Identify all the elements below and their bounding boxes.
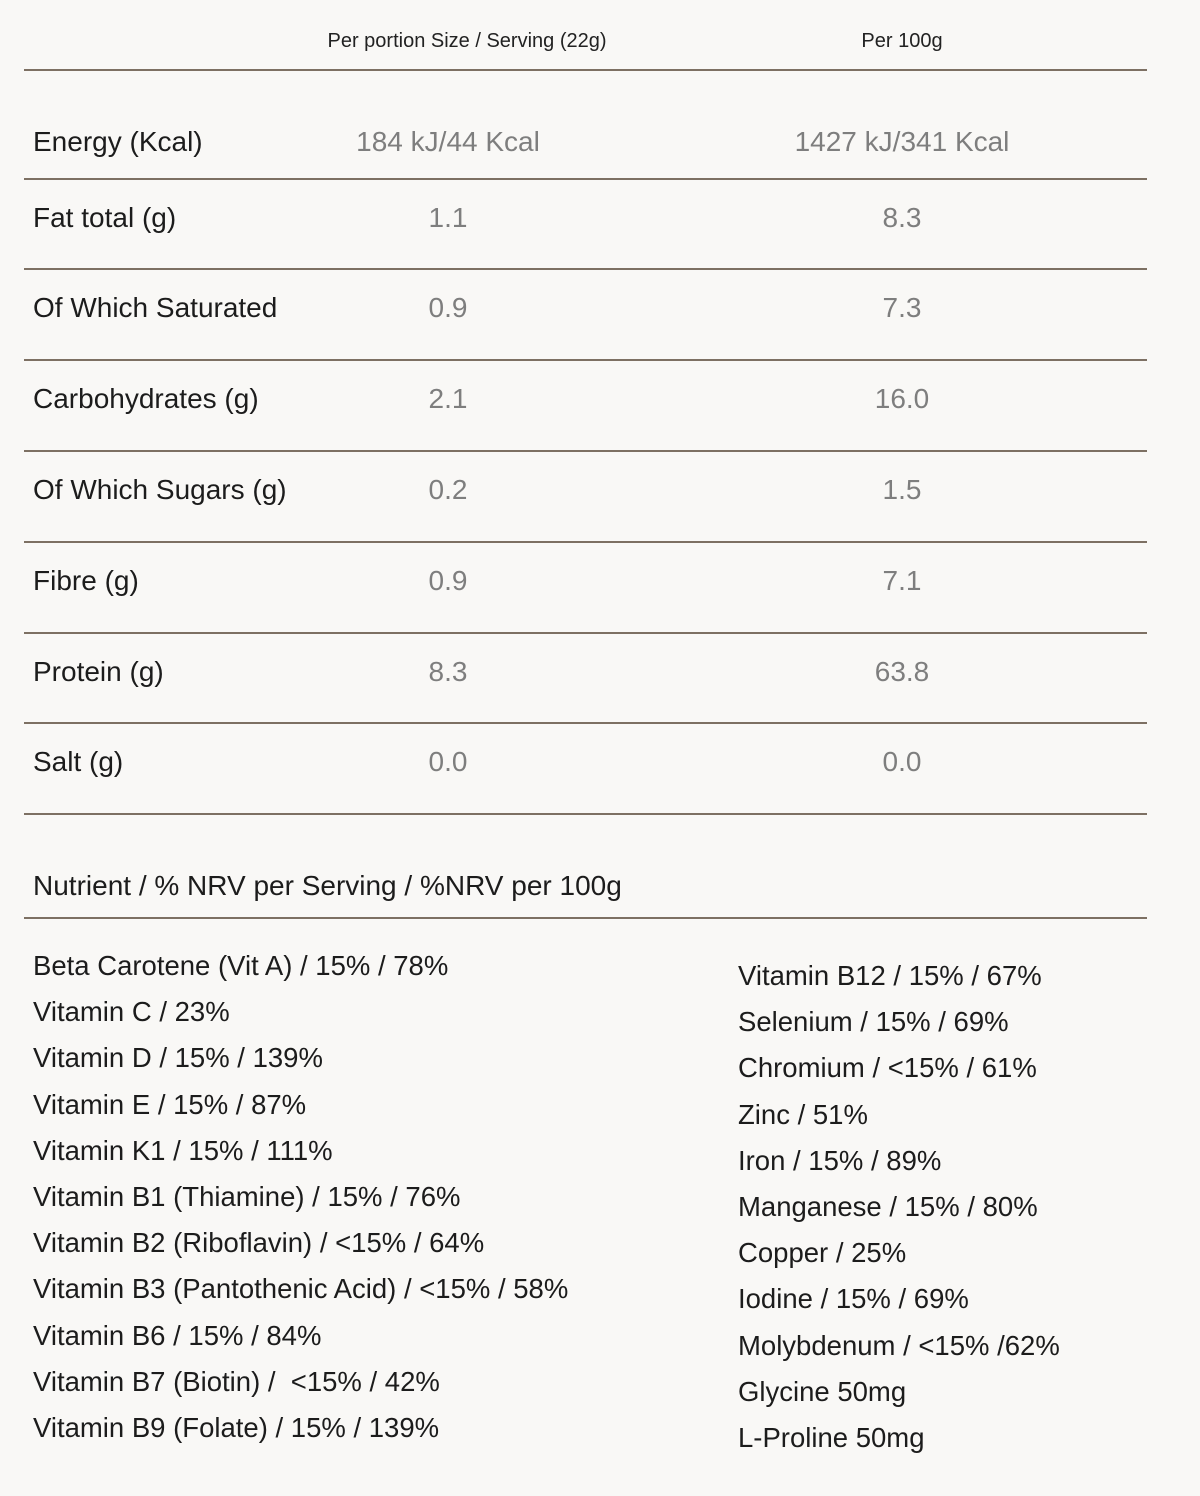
divider [24,541,1147,543]
table-row: Salt (g) 0.0 0.0 [0,746,1200,786]
per-100g-value: 63.8 [874,656,930,687]
nrv-item: Copper / 25% [738,1237,907,1269]
nrv-item: Vitamin B1 (Thiamine) / 15% / 76% [33,1181,461,1213]
nutrient-label: Of Which Sugars (g) [33,474,287,505]
divider [24,813,1147,815]
per-serving-value: 184 kJ/44 Kcal [356,126,540,157]
per-100g-value: 1.5 [882,474,922,505]
nrv-item: Vitamin K1 / 15% / 111% [33,1134,333,1166]
divider [24,268,1147,270]
nrv-item: Vitamin B9 (Folate) / 15% / 139% [33,1412,440,1444]
divider [24,722,1147,724]
nrv-item: Vitamin C / 23% [33,996,230,1028]
per-100g-value: 7.1 [882,565,922,596]
table-row: Fibre (g) 0.9 7.1 [0,565,1200,605]
per-serving-value: 1.1 [428,202,468,233]
nutrient-label: Protein (g) [33,656,164,687]
nrv-item: Manganese / 15% / 80% [738,1191,1038,1223]
nrv-item: Iodine / 15% / 69% [738,1283,969,1315]
per-100g-value: 16.0 [874,383,930,414]
table-row: Fat total (g) 1.1 8.3 [0,202,1200,242]
per-serving-value: 0.9 [428,565,468,596]
divider [24,632,1147,634]
per-100g-value: 0.0 [882,746,922,777]
nrv-item: Vitamin D / 15% / 139% [33,1042,323,1074]
per-serving-value: 0.2 [428,474,468,505]
divider [24,69,1147,71]
nutrient-label: Salt (g) [33,746,124,777]
divider [24,359,1147,361]
table-row: Of Which Saturated 0.9 7.3 [0,292,1200,332]
nrv-item: Vitamin B12 / 15% / 67% [738,960,1042,991]
nutrient-label: Fibre (g) [33,565,139,596]
nutrient-label: Carbohydrates (g) [33,383,259,414]
nrv-item: Vitamin E / 15% / 87% [33,1088,307,1120]
nrv-item: Beta Carotene (Vit A) / 15% / 78% [33,950,449,981]
nutrient-label: Energy (Kcal) [33,126,203,157]
per-serving-value: 2.1 [428,383,468,414]
nrv-list-left: Beta Carotene (Vit A) / 15% / 78% Vitamin… [33,943,568,1451]
nrv-item: Zinc / 51% [738,1098,868,1130]
table-row: Carbohydrates (g) 2.1 16.0 [0,383,1200,423]
nrv-title: Nutrient / % NRV per Serving / %NRV per … [33,870,622,901]
nrv-item: Iron / 15% / 89% [738,1144,942,1176]
nrv-item: Molybdenum / <15% /62% [738,1329,1060,1361]
nutrient-label: Of Which Saturated [33,292,278,323]
table-row: Energy (Kcal) 184 kJ/44 Kcal 1427 kJ/341 K… [0,126,1200,166]
nrv-item: Glycine 50mg [738,1375,907,1407]
nutrient-label: Fat total (g) [33,202,177,233]
nrv-item: Chromium / <15% / 61% [738,1052,1037,1084]
divider [24,917,1147,919]
divider [24,178,1147,180]
nrv-item: Vitamin B3 (Pantothenic Acid) / <15% / 5… [33,1273,569,1305]
nrv-list-right: Vitamin B12 / 15% / 67% Selenium / 15% / … [738,953,1060,1461]
table-row: Of Which Sugars (g) 0.2 1.5 [0,474,1200,514]
per-100g-value: 7.3 [882,292,922,323]
per-serving-value: 0.0 [428,746,468,777]
nrv-item: Vitamin B6 / 15% / 84% [33,1319,322,1351]
table-row: Protein (g) 8.3 63.8 [0,656,1200,696]
header-per-serving: Per portion Size / Serving (22g) [327,30,607,52]
nrv-item: Selenium / 15% / 69% [738,1006,1009,1038]
per-serving-value: 0.9 [428,292,468,323]
divider [24,450,1147,452]
per-100g-value: 8.3 [882,202,922,233]
per-serving-value: 8.3 [428,656,468,687]
nrv-item: Vitamin B7 (Biotin) / <15% / 42% [33,1365,440,1397]
header-per-100g: Per 100g [861,30,943,52]
per-100g-value: 1427 kJ/341 Kcal [794,126,1010,157]
nrv-item: Vitamin B2 (Riboflavin) / <15% / 64% [33,1227,485,1259]
nrv-item: L-Proline 50mg [738,1422,925,1454]
